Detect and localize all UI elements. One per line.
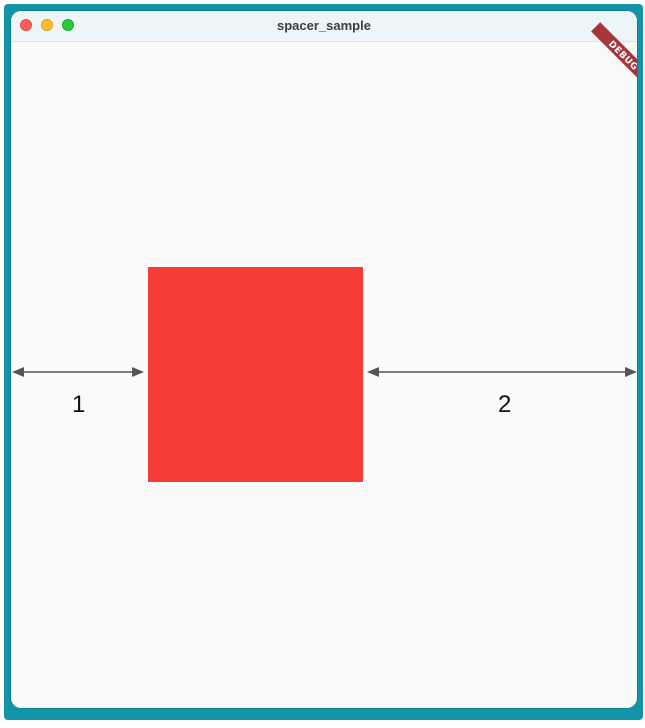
minimize-window-button[interactable] bbox=[41, 19, 53, 31]
app-content: 1 2 bbox=[11, 42, 637, 708]
red-square bbox=[148, 267, 363, 482]
window-title: spacer_sample bbox=[277, 18, 371, 33]
zoom-window-button[interactable] bbox=[62, 19, 74, 31]
app-window: spacer_sample 1 2 DEBUG bbox=[11, 11, 637, 708]
left-spacer-arrow bbox=[12, 367, 144, 377]
spacer-label-right: 2 bbox=[498, 391, 512, 418]
spacer-label-left: 1 bbox=[72, 391, 86, 418]
title-bar[interactable]: spacer_sample bbox=[11, 11, 637, 42]
close-window-button[interactable] bbox=[20, 19, 32, 31]
right-spacer-arrow bbox=[367, 367, 637, 377]
spacer-arrows bbox=[12, 367, 637, 377]
